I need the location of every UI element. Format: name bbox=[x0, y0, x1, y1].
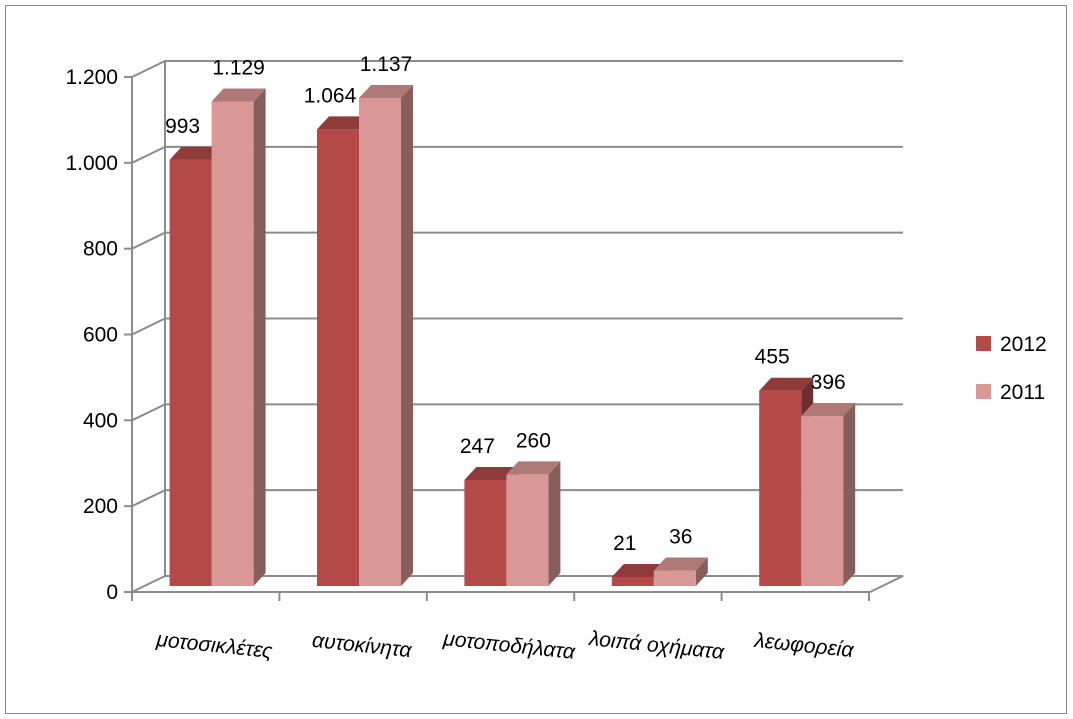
bar-series-2011 bbox=[359, 98, 401, 586]
data-label: 247 bbox=[460, 435, 495, 458]
bar-side bbox=[843, 403, 855, 586]
y-tick-label: 800 bbox=[83, 238, 118, 261]
y-tick-label: 200 bbox=[83, 495, 118, 518]
x-category-label: λεωφορεία bbox=[752, 629, 855, 662]
x-category-label: αυτοκίνητα bbox=[311, 629, 413, 662]
legend-label-2012: 2012 bbox=[1000, 333, 1047, 356]
bar-series-2012 bbox=[759, 391, 801, 586]
bar-side bbox=[548, 461, 560, 586]
data-label: 455 bbox=[755, 346, 790, 369]
bar-series-2012 bbox=[612, 577, 654, 586]
legend-label-2011: 2011 bbox=[1000, 381, 1045, 404]
bar-side bbox=[401, 85, 413, 586]
data-label: 260 bbox=[516, 429, 551, 452]
data-label: 21 bbox=[613, 532, 636, 555]
x-category-label: λοιπά οχήματα bbox=[587, 627, 726, 664]
x-category-label: μοτοποδήλατα bbox=[441, 627, 577, 664]
bar-side bbox=[254, 88, 266, 586]
bar-series-2012 bbox=[170, 160, 212, 586]
y-tick-label: 0 bbox=[106, 581, 118, 604]
data-label: 1.064 bbox=[304, 84, 357, 107]
y-tick-label: 1.000 bbox=[65, 152, 118, 175]
legend-swatch-2012 bbox=[976, 336, 991, 351]
y-tick-label: 1.200 bbox=[65, 66, 118, 89]
data-label: 1.129 bbox=[212, 56, 265, 79]
y-tick-label: 400 bbox=[83, 409, 118, 432]
bar-series-2012 bbox=[464, 480, 506, 586]
x-category-label: μοτοσικλέτες bbox=[154, 628, 274, 663]
bar-series-2012 bbox=[317, 129, 359, 586]
data-label: 36 bbox=[669, 526, 692, 549]
bar-series-2011 bbox=[654, 571, 696, 586]
bar-series-2011 bbox=[801, 416, 843, 586]
y-tick-label: 600 bbox=[83, 324, 118, 347]
data-label: 396 bbox=[811, 371, 846, 394]
chart-frame: 0 200 400 600 800 1.000 1.200 993 1.129 μοτοσικλέ… bbox=[5, 5, 1067, 714]
bar-chart: 0 200 400 600 800 1.000 1.200 993 1.129 μοτοσικλέ… bbox=[6, 6, 1068, 715]
bar-series-2011 bbox=[506, 474, 548, 586]
data-label: 993 bbox=[165, 115, 200, 138]
legend-swatch-2011 bbox=[976, 384, 991, 399]
data-label: 1.137 bbox=[360, 53, 413, 76]
bar-series-2011 bbox=[212, 101, 254, 586]
